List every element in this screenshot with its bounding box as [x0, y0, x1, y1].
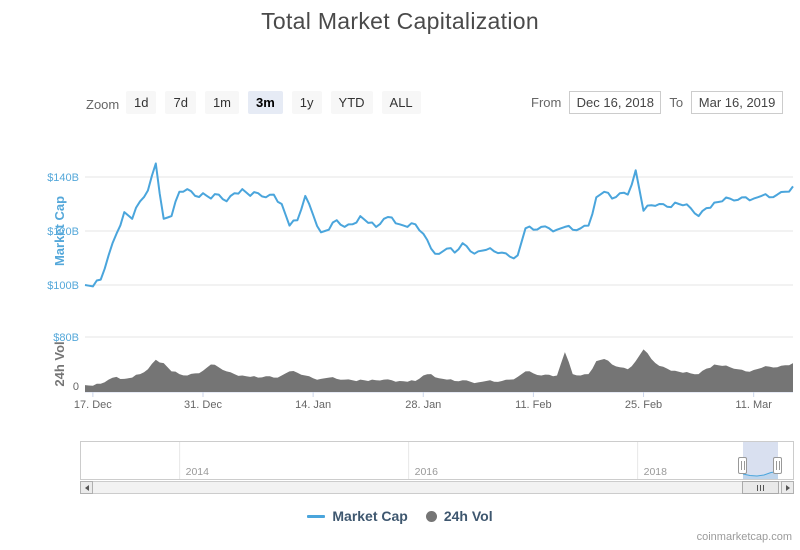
handle-grip-line: [775, 461, 777, 470]
x-axis-label: 17. Dec: [74, 399, 112, 411]
x-axis-label: 11. Mar: [735, 399, 772, 411]
scrollbar-track[interactable]: [80, 481, 794, 494]
navigator-year-label: 2016: [415, 466, 439, 478]
range-selector-buttons: 1d 7d 1m 3m 1y YTD ALL: [126, 91, 421, 114]
scrollbar-left-button[interactable]: [80, 481, 93, 494]
volume-series[interactable]: [85, 349, 793, 392]
navigator-year-label: 2014: [186, 466, 210, 478]
to-label: To: [669, 95, 684, 110]
navigator-year-label: 2018: [644, 466, 668, 478]
x-axis-label: 14. Jan: [295, 399, 331, 411]
x-axis-label: 31. Dec: [184, 399, 222, 411]
thumb-grip-icon: [763, 484, 764, 491]
mc-axis-title: Market Cap: [52, 196, 67, 266]
legend-label-market-cap: Market Cap: [332, 508, 408, 524]
legend: Market Cap 24h Vol: [0, 508, 800, 524]
navigator-right-handle[interactable]: [773, 457, 782, 474]
zoom-button-1y[interactable]: 1y: [291, 91, 322, 114]
chart-title: Total Market Capitalization: [261, 8, 539, 34]
mc-axis-tick-label: $100B: [47, 280, 79, 292]
x-axis-label: 25. Feb: [625, 399, 662, 411]
navigator-series-preview-line: [742, 471, 779, 477]
arrow-left-icon: [84, 484, 89, 491]
zoom-button-1m[interactable]: 1m: [204, 91, 239, 114]
volume-dot-swatch: [425, 510, 437, 522]
vol-axis-tick-label: $80B: [53, 332, 79, 344]
market-cap-series[interactable]: [84, 162, 794, 288]
scrollbar-thumb[interactable]: [742, 481, 779, 494]
zoom-button-3m[interactable]: 3m: [248, 91, 283, 114]
zoom-button-1d[interactable]: 1d: [126, 91, 157, 114]
mc-axis-tick-label: $120B: [47, 226, 79, 238]
range-selector-dates: From To: [531, 91, 784, 114]
watermark: coinmarketcap.com: [696, 531, 792, 543]
legend-item-24h-vol[interactable]: 24h Vol: [425, 508, 493, 524]
to-date-input[interactable]: [691, 91, 784, 114]
x-axis-label: 11. Feb: [515, 399, 552, 411]
market-cap-line-swatch: [307, 514, 326, 518]
legend-item-market-cap[interactable]: Market Cap: [307, 508, 408, 524]
zoom-button-all[interactable]: ALL: [381, 91, 421, 114]
zoom-button-ytd[interactable]: YTD: [330, 91, 373, 114]
from-date-input[interactable]: [569, 91, 662, 114]
arrow-right-icon: [785, 484, 790, 491]
navigator-left-handle[interactable]: [738, 457, 747, 474]
handle-grip-line: [778, 461, 780, 470]
legend-label-24h-vol: 24h Vol: [443, 508, 493, 524]
from-label: From: [531, 95, 562, 110]
scrollbar-right-button[interactable]: [781, 481, 794, 494]
zoom-button-7d[interactable]: 7d: [165, 91, 196, 114]
navigator-outline[interactable]: [80, 441, 794, 480]
mc-axis-tick-label: $140B: [47, 172, 79, 184]
vol-axis-title: 24h Vol: [52, 341, 67, 386]
thumb-grip-icon: [757, 484, 758, 491]
zoom-label: Zoom: [86, 97, 120, 112]
vol-axis-tick-label: 0: [73, 381, 79, 393]
thumb-grip-icon: [760, 484, 761, 491]
handle-grip-line: [740, 461, 742, 470]
handle-grip-line: [743, 461, 745, 470]
x-axis-label: 28. Jan: [405, 399, 441, 411]
